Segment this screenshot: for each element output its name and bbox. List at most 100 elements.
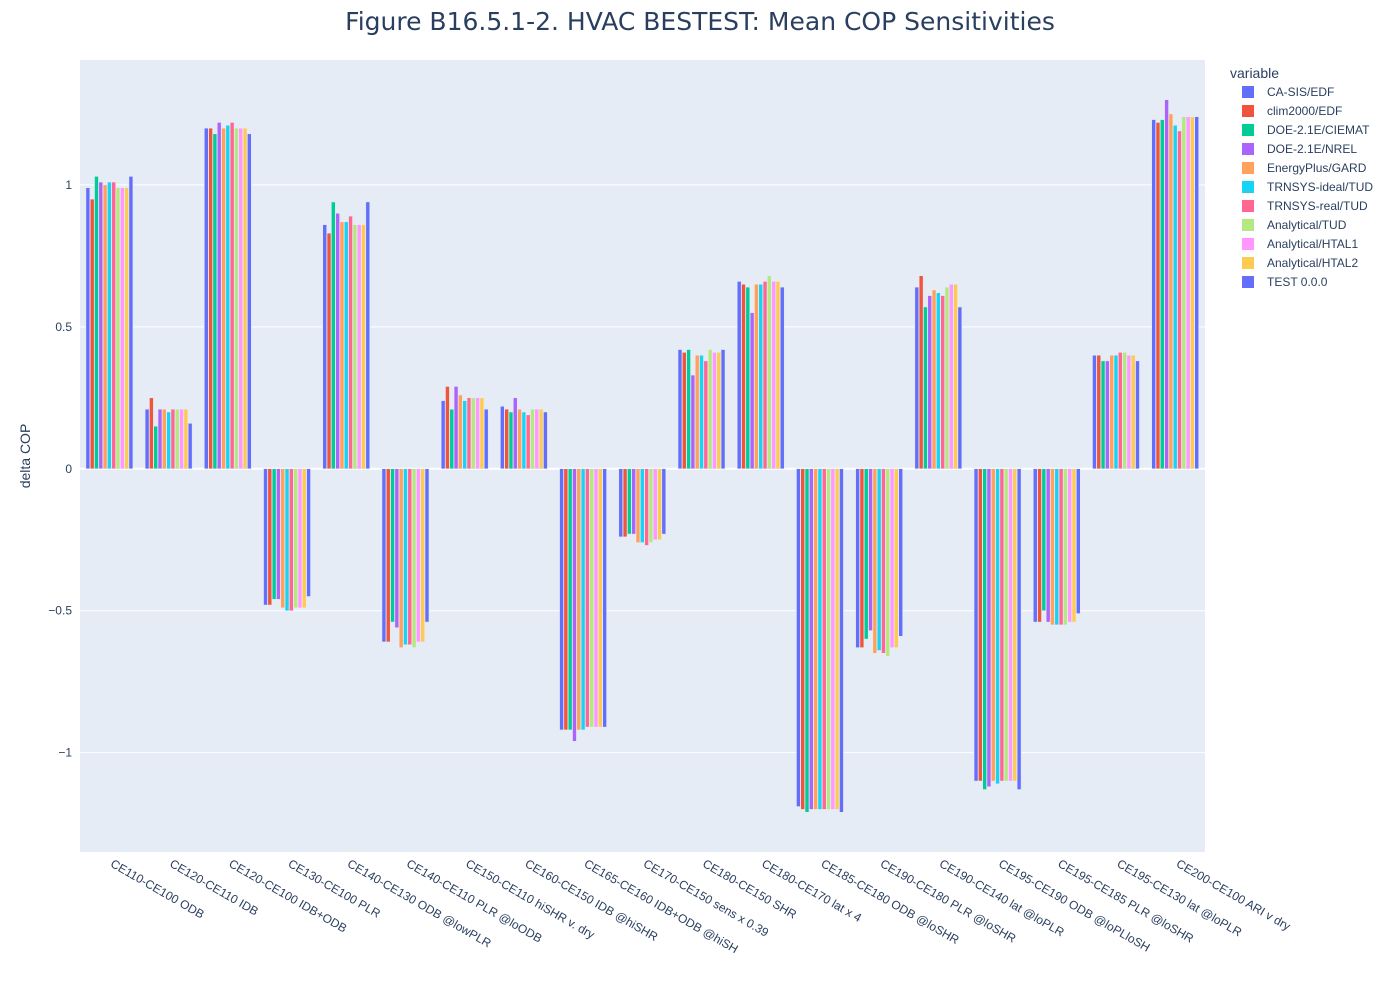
bar[interactable]	[424, 468, 430, 623]
bar[interactable]	[918, 275, 924, 470]
bar[interactable]	[297, 468, 303, 609]
bar[interactable]	[94, 176, 99, 470]
bar[interactable]	[804, 468, 810, 813]
bar[interactable]	[543, 411, 548, 470]
bar[interactable]	[936, 292, 941, 470]
bar[interactable]	[508, 411, 514, 470]
bar[interactable]	[627, 468, 632, 535]
bar[interactable]	[115, 187, 121, 470]
bar[interactable]	[653, 468, 658, 540]
bar[interactable]	[602, 468, 607, 728]
bar[interactable]	[758, 284, 763, 470]
bar[interactable]	[830, 468, 836, 810]
bar[interactable]	[775, 281, 781, 470]
bar[interactable]	[149, 397, 154, 470]
bar[interactable]	[957, 306, 963, 470]
bar[interactable]	[204, 127, 209, 470]
bar[interactable]	[585, 468, 590, 728]
bar[interactable]	[407, 468, 412, 646]
bar[interactable]	[466, 397, 472, 470]
bar[interactable]	[1155, 122, 1161, 470]
bar[interactable]	[796, 468, 801, 807]
bar[interactable]	[622, 468, 628, 538]
bar[interactable]	[525, 414, 531, 470]
bar[interactable]	[855, 468, 860, 648]
bar[interactable]	[703, 360, 709, 470]
bar[interactable]	[289, 468, 294, 611]
bar[interactable]	[462, 400, 467, 470]
bar[interactable]	[445, 386, 450, 470]
bar[interactable]	[530, 408, 535, 470]
bar[interactable]	[699, 354, 704, 470]
bar[interactable]	[872, 468, 878, 654]
bar[interactable]	[504, 408, 509, 470]
bar[interactable]	[85, 187, 91, 470]
bar[interactable]	[914, 286, 920, 470]
bar[interactable]	[1118, 352, 1123, 470]
bar[interactable]	[280, 468, 285, 609]
bar[interactable]	[995, 468, 1000, 785]
bar[interactable]	[1177, 130, 1182, 470]
bar[interactable]	[1168, 113, 1174, 470]
bar[interactable]	[225, 125, 231, 470]
bar[interactable]	[420, 468, 425, 643]
bar[interactable]	[1033, 468, 1038, 623]
bar[interactable]	[690, 374, 696, 470]
bar[interactable]	[559, 468, 564, 731]
legend-item[interactable]: Analytical/TUD	[1242, 218, 1347, 232]
bar[interactable]	[949, 284, 954, 470]
bar[interactable]	[640, 468, 645, 543]
bar[interactable]	[234, 127, 239, 470]
bar[interactable]	[403, 468, 408, 646]
bar[interactable]	[238, 127, 243, 470]
bar[interactable]	[1109, 354, 1114, 470]
bar[interactable]	[1012, 468, 1017, 782]
legend-item[interactable]: DOE-2.1E/CIEMAT	[1242, 123, 1370, 137]
bar[interactable]	[500, 406, 505, 470]
bar[interactable]	[593, 468, 599, 728]
bar[interactable]	[326, 232, 332, 470]
bar[interactable]	[589, 468, 594, 728]
bar[interactable]	[453, 386, 459, 470]
bar[interactable]	[381, 468, 387, 643]
bar[interactable]	[1067, 468, 1072, 623]
legend-item[interactable]: DOE-2.1E/NREL	[1242, 142, 1357, 156]
bar[interactable]	[741, 284, 746, 470]
bar[interactable]	[1185, 116, 1191, 470]
bar[interactable]	[361, 224, 366, 470]
bar[interactable]	[749, 312, 755, 470]
bar[interactable]	[736, 281, 742, 470]
bar[interactable]	[1008, 468, 1013, 782]
bar[interactable]	[991, 468, 996, 782]
bar[interactable]	[284, 468, 290, 611]
bar[interactable]	[179, 408, 184, 470]
bar[interactable]	[322, 224, 327, 470]
bar[interactable]	[471, 397, 476, 470]
bar[interactable]	[1190, 116, 1195, 470]
bar[interactable]	[98, 181, 103, 470]
bar[interactable]	[707, 349, 713, 470]
bar[interactable]	[1071, 468, 1077, 623]
bar[interactable]	[953, 284, 958, 470]
bar[interactable]	[217, 122, 222, 470]
bar[interactable]	[293, 468, 298, 609]
bar[interactable]	[826, 468, 831, 810]
bar[interactable]	[598, 468, 603, 728]
legend-item[interactable]: CA-SIS/EDF	[1242, 85, 1334, 99]
bar[interactable]	[1160, 119, 1165, 470]
bar[interactable]	[635, 468, 641, 543]
bar[interactable]	[822, 468, 827, 810]
legend-item[interactable]: clim2000/EDF	[1242, 104, 1342, 118]
bar[interactable]	[648, 468, 654, 543]
bar[interactable]	[120, 187, 125, 470]
bar[interactable]	[1037, 468, 1042, 623]
bar[interactable]	[175, 408, 180, 470]
bar[interactable]	[242, 127, 248, 470]
bar[interactable]	[128, 176, 134, 470]
bar[interactable]	[927, 295, 932, 470]
bar[interactable]	[876, 468, 882, 651]
bar[interactable]	[1122, 352, 1127, 470]
bar[interactable]	[221, 127, 226, 470]
legend-item[interactable]: Analytical/HTAL2	[1242, 256, 1358, 270]
bar[interactable]	[931, 289, 937, 470]
